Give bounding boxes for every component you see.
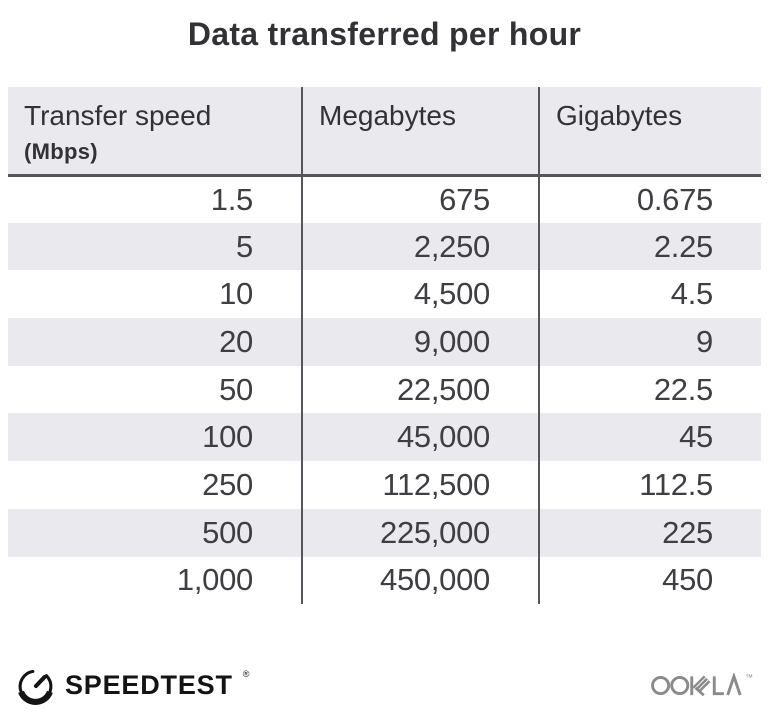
cell-gigabytes: 9 [538,318,761,366]
page-title: Data transferred per hour [187,16,582,52]
header-transfer-speed: Transfer speed (Mbps) [8,87,302,177]
ookla-wordmark-icon [651,673,742,697]
cell-megabytes: 450,000 [301,556,539,605]
cell-transfer-speed: 100 [8,413,302,462]
cell-megabytes: 22,500 [301,365,539,414]
speedtest-gauge-icon [18,669,53,705]
header-megabytes-label: Megabytes [319,100,456,131]
table-row: 1,000 450,000 450 [8,556,761,605]
cell-megabytes: 4,500 [301,270,539,319]
cell-transfer-speed: 50 [219,371,253,407]
ookla-trademark-mark: ™ [745,673,753,682]
cell-megabytes: 675 [301,175,539,223]
header-megabytes: Megabytes [301,87,539,177]
registered-trademark-mark: ® [242,669,250,679]
table-row: 250 112,500 112.5 [8,461,761,509]
footer: SPEEDTEST ® OOKLA ™ [0,665,769,706]
data-table: Transfer speed (Mbps) Megabytes Gigabyte… [8,87,761,605]
cell-transfer-speed: 1.5 [210,181,254,217]
cell-transfer-speed: 20 [8,318,302,366]
cell-megabytes: 112,500 [301,461,539,509]
table-row: 1.5 675 0.675 [8,175,761,223]
cell-gigabytes: 2.25 [538,222,761,271]
cell-transfer-speed: 500 [8,508,302,557]
ookla-logo: OOKLA ™ [651,673,753,698]
table-row: 500 225,000 225 [8,508,761,557]
cell-transfer-speed: 5 [8,222,302,271]
table-row: 100 45,000 45 [8,413,761,462]
cell-gigabytes: 0.675 [538,175,761,223]
speedtest-wordmark: SPEEDTEST [65,670,233,700]
table-row: 50 22,500 22.5 [8,365,761,414]
header-transfer-speed-label: Transfer speed [24,100,212,131]
header-gigabytes-label: Gigabytes [556,100,683,131]
header-gigabytes: Gigabytes [538,87,761,177]
cell-gigabytes: 45 [538,413,761,462]
cell-gigabytes: 450 [538,556,761,605]
cell-gigabytes: 4.5 [538,270,761,319]
cell-transfer-speed: 10 [219,276,253,312]
cell-gigabytes: 112.5 [538,461,761,509]
cell-megabytes: 45,000 [301,413,539,462]
cell-gigabytes: 22.5 [538,365,761,414]
table-row: 10 4,500 4.5 [8,270,761,319]
cell-megabytes: 9,000 [301,318,539,366]
table-row: 20 9,000 9 [8,318,761,366]
table-row: 5 2,250 2.25 [8,222,761,271]
cell-gigabytes: 225 [538,508,761,557]
header-row: Transfer speed (Mbps) Megabytes Gigabyte… [8,87,761,177]
table-header: Transfer speed (Mbps) Megabytes Gigabyte… [8,87,761,177]
table-body: 1.5 675 0.675 5 2,250 2.25 10 4,500 4.5 20 9,000 9 5… [8,175,761,605]
cell-transfer-speed: 250 [202,466,253,502]
cell-transfer-speed: 1,000 [176,562,253,598]
header-mbps-unit-label: (Mbps) [24,139,98,165]
cell-megabytes: 2,250 [301,222,539,271]
cell-megabytes: 225,000 [301,508,539,557]
speedtest-logo: SPEEDTEST ® [15,665,249,706]
